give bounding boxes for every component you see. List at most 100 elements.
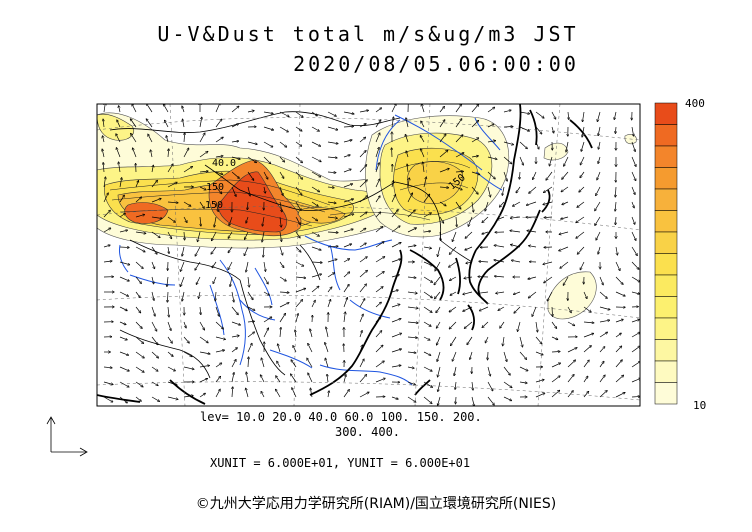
wind-arrow bbox=[295, 171, 302, 179]
wind-arrow bbox=[439, 201, 446, 206]
wind-arrow bbox=[327, 300, 331, 308]
wind-arrow bbox=[311, 246, 321, 250]
wind-arrow bbox=[559, 246, 569, 251]
wind-arrow bbox=[599, 276, 603, 285]
wind-arrow bbox=[213, 276, 217, 283]
wind-arrow bbox=[359, 375, 366, 383]
wind-arrow bbox=[583, 376, 588, 383]
wind-arrow bbox=[247, 291, 253, 300]
wind-arrow bbox=[103, 177, 106, 188]
wind-arrow bbox=[295, 186, 302, 195]
wind-arrow bbox=[438, 381, 441, 391]
wind-arrow bbox=[566, 141, 569, 152]
wind-arrow bbox=[116, 148, 121, 158]
wind-arrow bbox=[391, 104, 396, 113]
wind-arrow bbox=[482, 216, 489, 222]
wind-arrow bbox=[327, 187, 334, 188]
wind-arrow bbox=[103, 381, 113, 385]
wind-arrow bbox=[167, 276, 168, 286]
wind-arrow bbox=[423, 291, 432, 298]
wind-arrow bbox=[471, 171, 480, 174]
wind-arrow bbox=[215, 350, 224, 353]
wind-arrow bbox=[343, 111, 354, 114]
wind-arrow bbox=[562, 201, 569, 205]
wind-arrow bbox=[247, 156, 256, 163]
wind-arrow bbox=[343, 140, 352, 143]
wind-arrow bbox=[487, 186, 490, 197]
wind-arrow bbox=[487, 366, 490, 376]
wind-arrow bbox=[167, 291, 168, 302]
wind-arrow bbox=[245, 231, 249, 239]
wind-arrow bbox=[311, 262, 322, 263]
wind-arrow bbox=[327, 246, 338, 247]
wind-arrow bbox=[280, 216, 281, 227]
wind-arrow bbox=[279, 292, 289, 293]
coastlines bbox=[97, 104, 593, 405]
wind-arrow bbox=[311, 171, 321, 177]
wind-arrow bbox=[423, 336, 430, 340]
wind-arrow bbox=[263, 126, 273, 130]
wind-arrow bbox=[229, 216, 233, 225]
wind-arrow bbox=[135, 396, 141, 401]
wind-arrow bbox=[307, 358, 313, 368]
wind-arrow bbox=[135, 181, 138, 188]
wind-arrow bbox=[230, 276, 233, 286]
colorbar-max-label: 400 bbox=[685, 97, 705, 110]
wind-arrow bbox=[151, 306, 155, 316]
wind-arrow bbox=[183, 321, 186, 328]
wind-arrow bbox=[215, 171, 223, 174]
wind-arrow bbox=[199, 117, 202, 128]
wind-arrow bbox=[407, 322, 418, 323]
wind-arrow bbox=[119, 291, 128, 296]
wind-arrow bbox=[583, 346, 591, 353]
wind-arrow bbox=[231, 106, 239, 113]
wind-arrow bbox=[263, 261, 266, 271]
wind-arrow bbox=[407, 381, 415, 385]
wind-arrow bbox=[503, 396, 511, 401]
wind-arrow bbox=[500, 321, 505, 328]
wind-arrow bbox=[423, 213, 431, 218]
wind-arrow bbox=[450, 276, 457, 280]
wind-arrow bbox=[487, 107, 495, 113]
wind-arrow bbox=[543, 201, 553, 205]
wind-arrow bbox=[359, 284, 366, 293]
wind-arrow bbox=[183, 148, 189, 158]
wind-arrow bbox=[502, 186, 505, 195]
wind-arrow bbox=[533, 171, 537, 179]
wind-arrow bbox=[343, 272, 350, 278]
wind-arrow bbox=[135, 336, 143, 343]
wind-arrow bbox=[215, 377, 220, 383]
wind-arrow bbox=[359, 212, 367, 218]
wind-arrow bbox=[519, 351, 526, 359]
wind-arrow bbox=[480, 306, 489, 311]
wind-vectors bbox=[102, 104, 640, 406]
wind-arrow bbox=[544, 217, 553, 218]
wind-arrow bbox=[391, 365, 401, 368]
dust-patch-sea-of-japan bbox=[543, 142, 569, 161]
wind-arrow bbox=[151, 181, 157, 188]
wind-arrow bbox=[151, 261, 155, 269]
wind-arrow bbox=[519, 366, 528, 371]
wind-arrow bbox=[151, 216, 162, 219]
wind-arrow bbox=[327, 172, 336, 173]
wind-arrow bbox=[327, 375, 328, 383]
wind-arrow bbox=[167, 182, 177, 188]
wind-arrow bbox=[359, 314, 363, 323]
wind-arrow bbox=[151, 351, 158, 358]
wind-arrow bbox=[599, 391, 607, 398]
wind-arrow bbox=[231, 186, 236, 196]
wind-arrow bbox=[119, 351, 128, 355]
wind-arrow bbox=[151, 291, 154, 300]
wind-arrow bbox=[423, 194, 430, 203]
wind-arrow bbox=[311, 156, 321, 162]
wind-arrow bbox=[578, 246, 585, 254]
wind-arrow bbox=[343, 259, 349, 263]
wind-arrow bbox=[295, 300, 302, 308]
wind-arrow bbox=[510, 231, 521, 233]
wind-arrow bbox=[104, 104, 105, 113]
wind-arrow bbox=[200, 306, 201, 314]
wind-arrow bbox=[407, 193, 412, 203]
wind-arrow bbox=[631, 378, 640, 383]
wind-arrow bbox=[482, 321, 489, 327]
wind-arrow bbox=[614, 111, 617, 119]
